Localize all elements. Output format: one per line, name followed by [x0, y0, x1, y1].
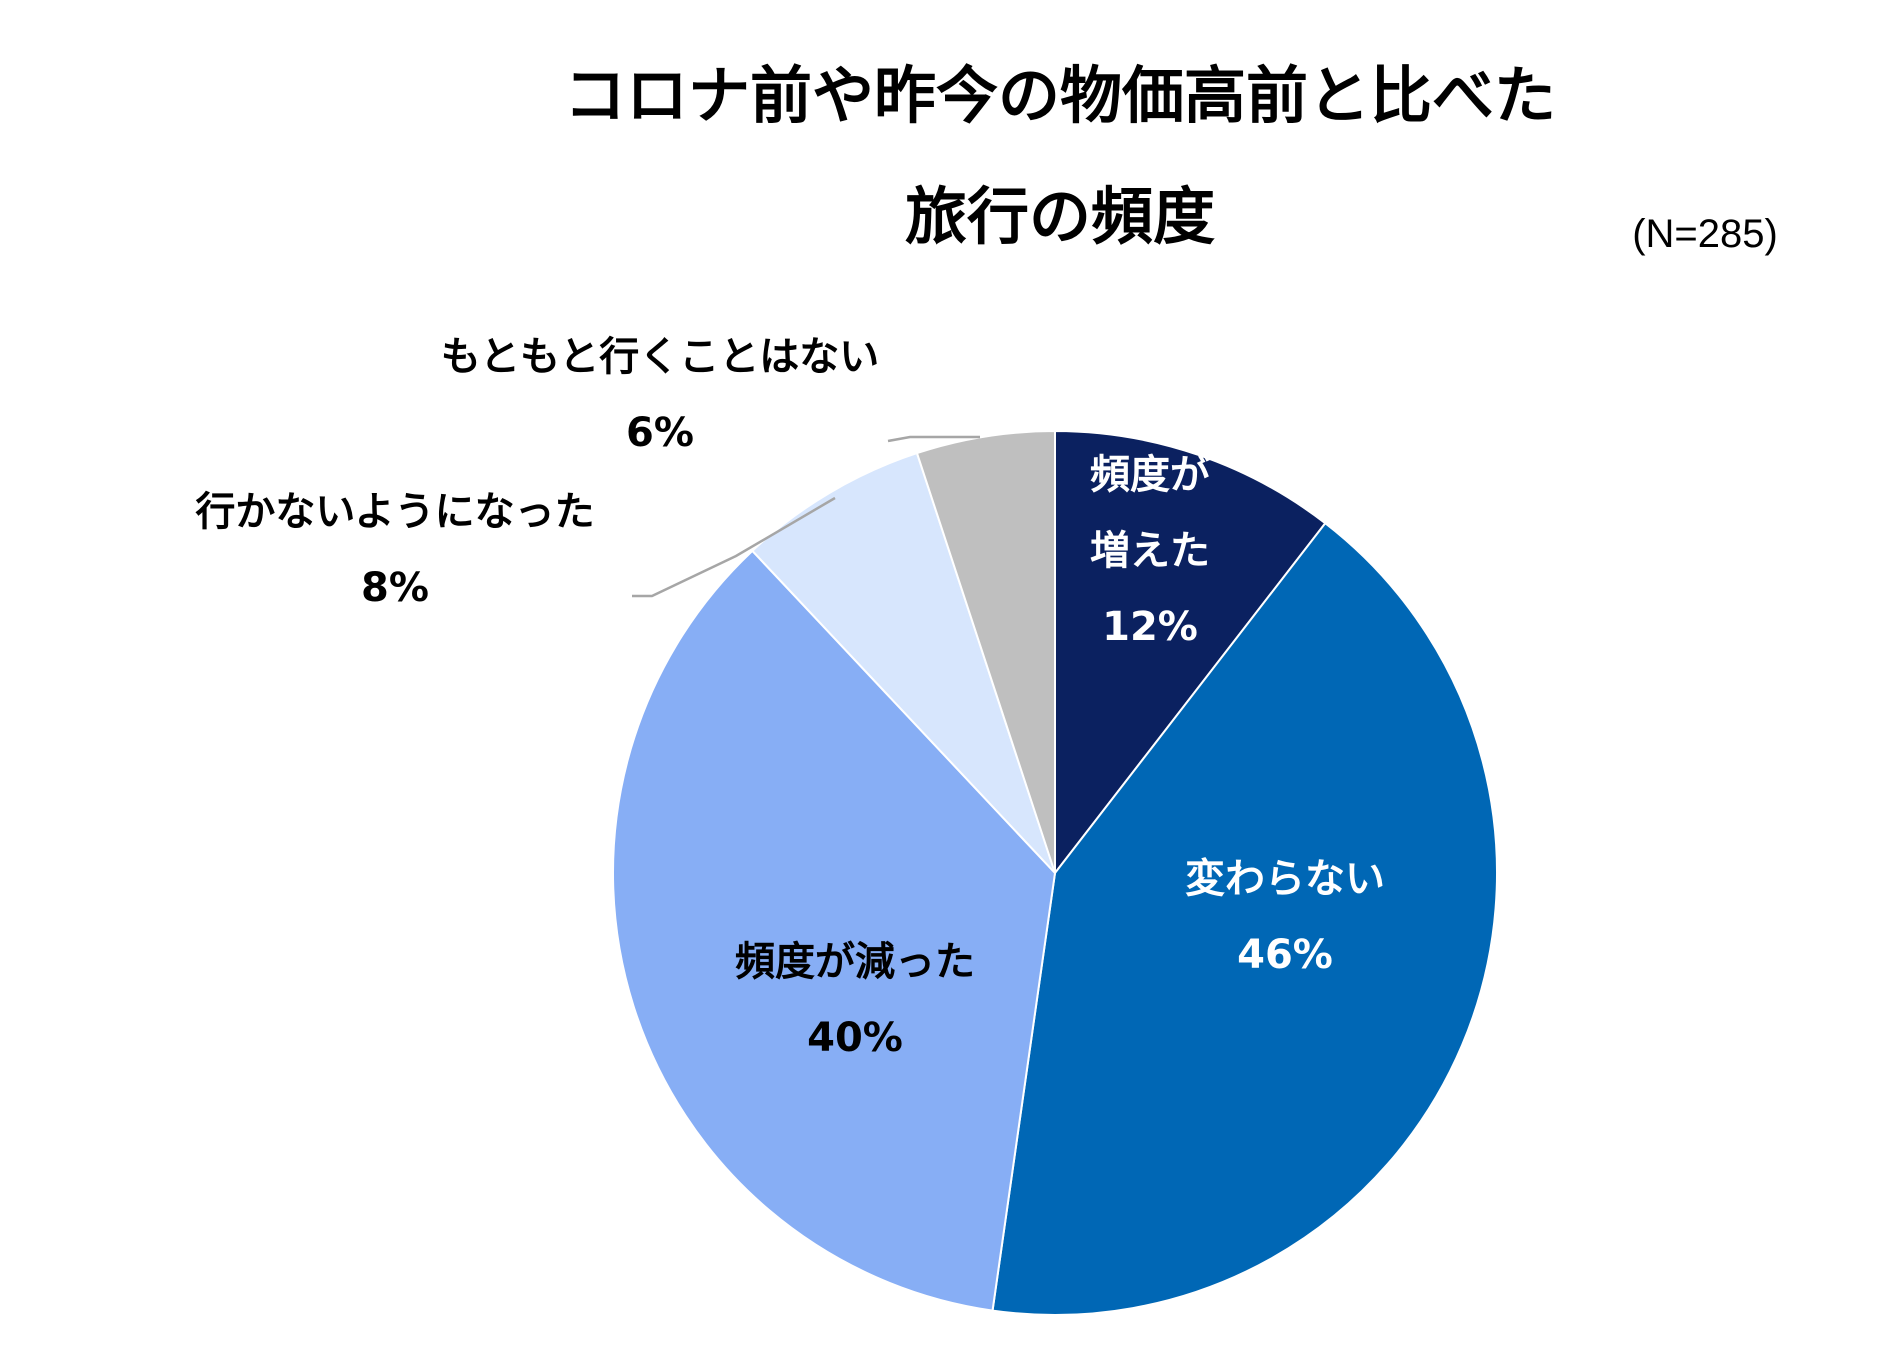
chart-title-line1: コロナ前や昨今の物価高前と比べた: [564, 59, 1556, 132]
pie-slice-0: [1054, 429, 1327, 876]
pie-slice-2: [612, 549, 1057, 1312]
chart-title-line2: 旅行の頻度: [905, 180, 1215, 253]
slice-category-label-0: 頻度が: [1090, 452, 1210, 498]
sample-size-note: (N=285): [1632, 212, 1778, 256]
pie-slice-1: [991, 521, 1498, 1316]
leader-lines: [632, 435, 980, 598]
slice-value-label-1: 46%: [1237, 932, 1333, 978]
pie-slice-3: [750, 451, 1056, 874]
pie-slice-4: [915, 429, 1056, 874]
slice-category-label-3: 行かないようになった: [195, 489, 594, 535]
leader-line-4: [887, 435, 980, 443]
slice-category-label-0: 増えた: [1090, 528, 1210, 574]
slice-category-label-1: 変わらない: [1185, 856, 1385, 902]
slice-value-label-3: 8%: [361, 565, 429, 611]
slice-category-label-4: もともと行くことはない: [441, 334, 879, 380]
pie-slices: [612, 429, 1498, 1316]
leader-line-3: [632, 496, 836, 598]
slice-category-label-2: 頻度が減った: [735, 939, 975, 985]
slice-value-label-4: 6%: [626, 410, 694, 456]
slice-value-label-0: 12%: [1102, 604, 1198, 650]
slice-value-label-2: 40%: [807, 1015, 903, 1061]
